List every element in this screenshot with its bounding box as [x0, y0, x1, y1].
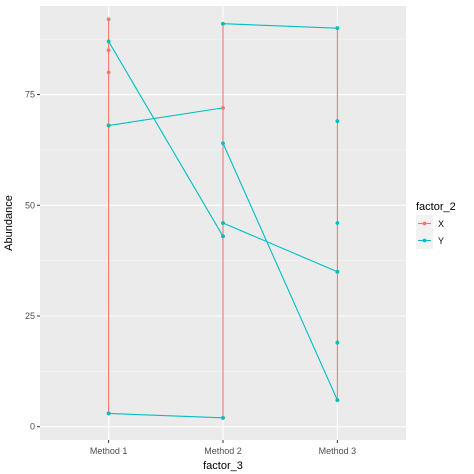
data-point	[335, 398, 340, 403]
series-line-segment	[222, 143, 338, 401]
legend-item: Y	[416, 232, 444, 249]
data-point	[106, 48, 111, 53]
data-point	[221, 234, 225, 239]
series-line-segment	[108, 107, 224, 127]
series-Y-points	[106, 21, 340, 420]
y-tick-label: 0	[30, 422, 35, 432]
chart-marks	[106, 17, 340, 420]
legend-title: factor_2	[416, 201, 456, 213]
series-line-segment	[222, 222, 338, 273]
x-axis-title: factor_3	[203, 460, 243, 472]
x-tick-label: Method 2	[204, 446, 242, 456]
data-point	[106, 17, 111, 22]
data-point	[106, 39, 111, 44]
legend-key-point	[422, 238, 427, 243]
data-point	[335, 269, 340, 274]
legend-item: X	[416, 215, 444, 232]
data-point	[106, 123, 111, 128]
y-tick-label: 25	[25, 311, 35, 321]
legend-key-point	[422, 221, 427, 226]
data-point	[335, 119, 340, 124]
data-point	[335, 340, 340, 345]
data-point	[335, 26, 340, 31]
series-line-segment	[108, 412, 224, 419]
data-point	[221, 415, 225, 420]
axes: 0 25 50 75 Method 1 Method 2 Method 3	[25, 90, 356, 456]
data-point	[335, 221, 340, 225]
series-line-segment	[108, 41, 224, 237]
series-line-segment	[222, 23, 338, 29]
data-point	[106, 70, 111, 75]
legend-label: Y	[438, 236, 444, 246]
legend: factor_2 XY	[416, 201, 456, 249]
data-point	[106, 411, 111, 416]
data-point	[221, 105, 225, 110]
data-point	[221, 141, 225, 146]
series-Y	[108, 23, 338, 419]
y-tick-label: 50	[25, 200, 35, 210]
x-tick-label: Method 1	[90, 446, 128, 456]
x-tick-label: Method 3	[319, 446, 357, 456]
data-point	[221, 21, 225, 26]
series-X	[108, 19, 338, 418]
data-point	[221, 221, 225, 225]
y-tick-label: 75	[25, 90, 35, 100]
y-axis-title: Abundance	[3, 195, 15, 251]
legend-label: X	[438, 219, 444, 229]
